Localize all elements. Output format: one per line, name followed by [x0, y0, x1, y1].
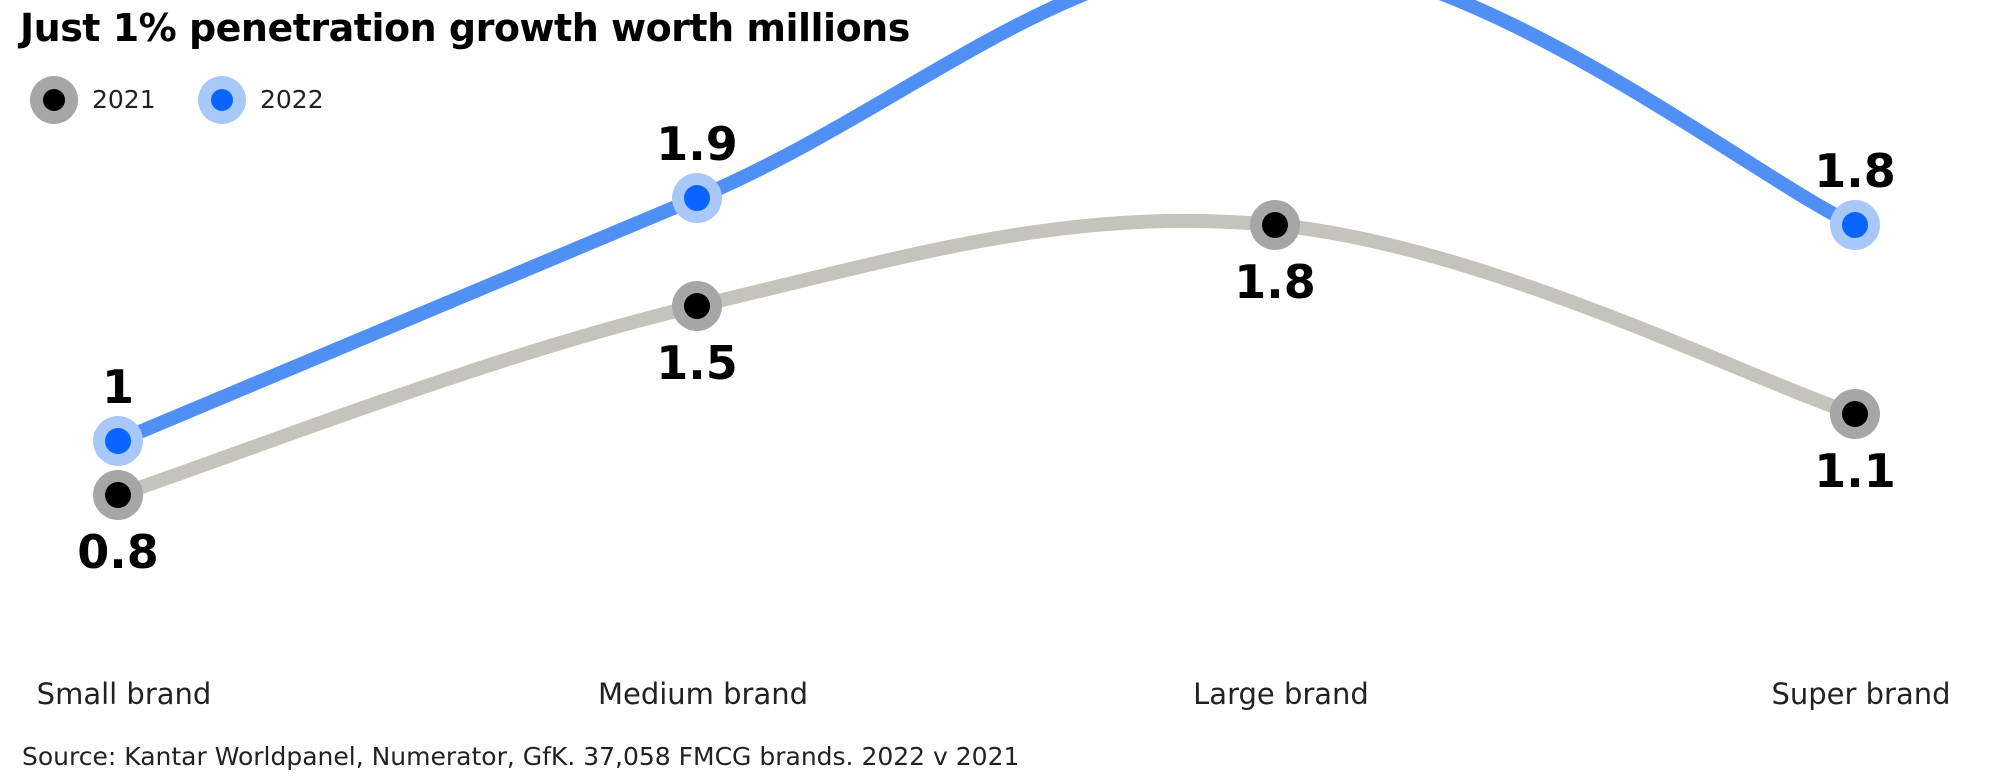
- data-point-2022-1: [684, 185, 710, 211]
- data-label-2021-2: 1.8: [1234, 255, 1316, 309]
- data-label-2022-1: 1.9: [656, 117, 738, 171]
- data-point-2021-3: [1842, 401, 1868, 427]
- legend-marker-icon-2021: [30, 76, 78, 124]
- data-point-2022-0: [105, 428, 131, 454]
- data-label-2021-3: 1.1: [1814, 444, 1896, 498]
- data-label-2021-0: 0.8: [77, 525, 159, 579]
- data-point-2021-0: [105, 482, 131, 508]
- series-line-2021: [111, 213, 1862, 502]
- source-note: Source: Kantar Worldpanel, Numerator, Gf…: [22, 742, 1020, 771]
- data-label-2022-3: 1.8: [1814, 144, 1896, 198]
- legend-marker-icon-2022: [198, 76, 246, 124]
- data-point-2022-3: [1842, 212, 1868, 238]
- series-line-2022: [111, 0, 1862, 448]
- x-tick-label-3: Super brand: [1771, 677, 1950, 711]
- legend-label-2021: 2021: [92, 85, 156, 114]
- x-tick-label-1: Medium brand: [598, 677, 808, 711]
- data-point-2021-1: [684, 293, 710, 319]
- data-point-2021-2: [1262, 212, 1288, 238]
- x-tick-label-0: Small brand: [37, 677, 212, 711]
- x-tick-label-2: Large brand: [1193, 677, 1369, 711]
- legend-label-2022: 2022: [260, 85, 324, 114]
- chart-title: Just 1% penetration growth worth million…: [20, 6, 910, 50]
- data-label-2021-1: 1.5: [656, 336, 738, 390]
- data-label-2022-0: 1: [102, 360, 134, 414]
